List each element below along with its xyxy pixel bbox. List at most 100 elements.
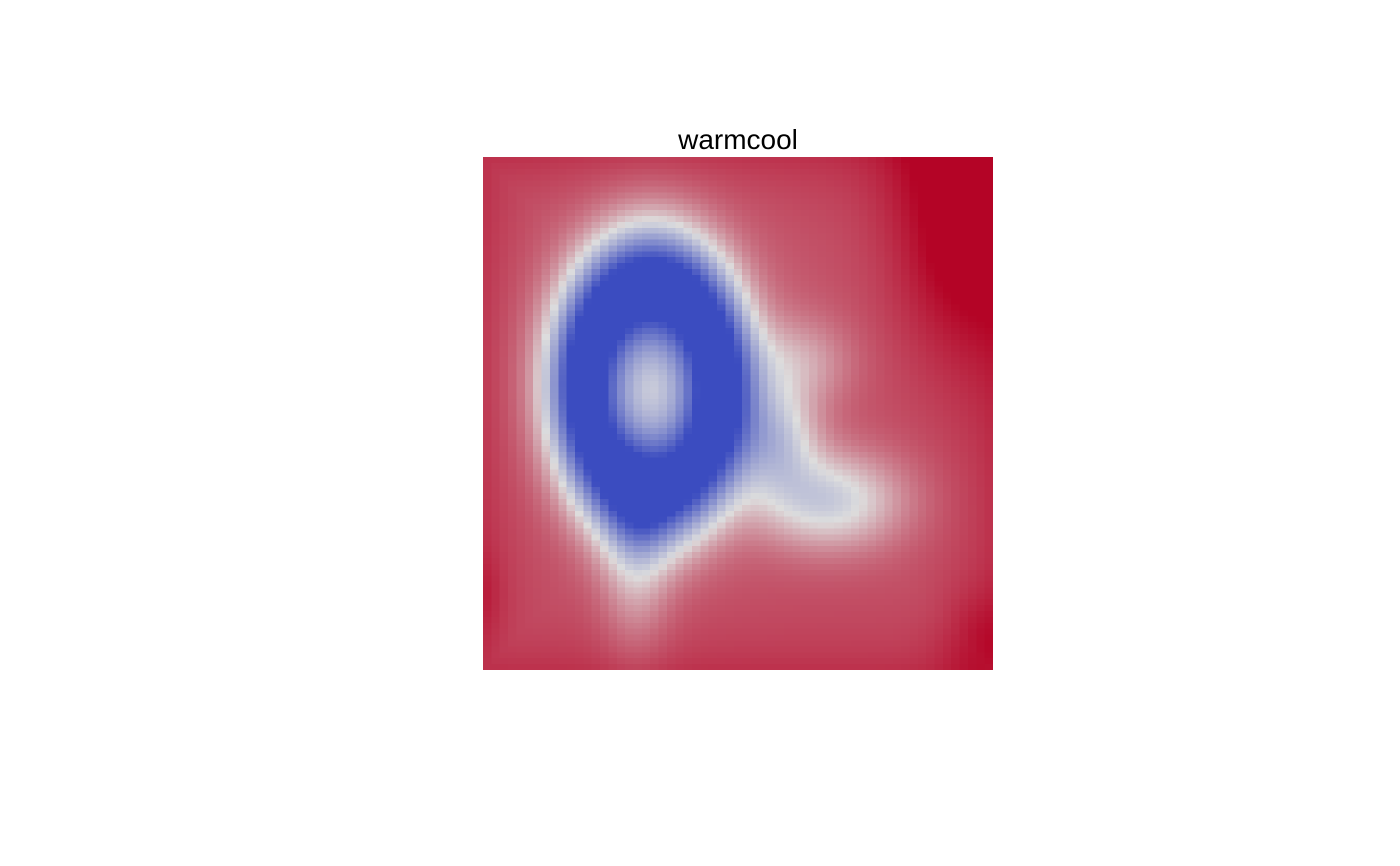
heatmap-cell	[959, 440, 969, 447]
heatmap-cell	[625, 274, 635, 282]
heatmap-cell	[600, 528, 610, 535]
heatmap-cell	[850, 157, 860, 164]
heatmap-cell	[875, 440, 885, 447]
heatmap-cell	[800, 552, 810, 559]
heatmap-cell	[809, 369, 819, 376]
heatmap-cell	[524, 499, 534, 506]
heatmap-cell	[892, 245, 902, 252]
heatmap-cell	[516, 174, 526, 182]
heatmap-cell	[817, 445, 827, 453]
heatmap-cell	[809, 481, 819, 488]
heatmap-cell	[558, 422, 568, 429]
heatmap-cell	[717, 168, 727, 176]
heatmap-cell	[817, 257, 827, 264]
heatmap-cell	[934, 516, 944, 524]
heatmap-cell	[666, 422, 676, 429]
heatmap-cell	[583, 274, 593, 282]
heatmap-cell	[967, 445, 977, 453]
heatmap-cell	[658, 493, 668, 500]
heatmap-cell	[809, 186, 819, 193]
heatmap-cell	[976, 593, 986, 600]
heatmap-cell	[825, 322, 835, 329]
heatmap-cell	[901, 210, 910, 217]
heatmap-cell	[867, 440, 877, 447]
heatmap-cell	[809, 322, 819, 329]
heatmap-cell	[566, 457, 576, 465]
heatmap-cell	[909, 298, 919, 306]
heatmap-cell	[633, 493, 643, 500]
heatmap-cell	[792, 557, 802, 565]
heatmap-cell	[800, 428, 810, 435]
heatmap-cell	[692, 298, 701, 306]
heatmap-cell	[558, 198, 568, 205]
heatmap-cell	[984, 546, 993, 553]
heatmap-cell	[733, 581, 743, 589]
heatmap-cell	[842, 522, 852, 530]
heatmap-cell	[884, 622, 894, 630]
heatmap-cell	[608, 227, 618, 235]
heatmap-cell	[683, 563, 693, 571]
heatmap-cell	[533, 316, 543, 323]
heatmap-cell	[817, 363, 827, 370]
heatmap-cell	[967, 404, 977, 412]
heatmap-cell	[934, 316, 944, 323]
heatmap-cell	[566, 292, 576, 300]
heatmap-cell	[558, 369, 568, 376]
heatmap-cell	[675, 210, 685, 217]
heatmap-cell	[650, 481, 660, 488]
heatmap-cell	[917, 499, 927, 506]
heatmap-cell	[608, 422, 618, 429]
heatmap-cell	[917, 557, 927, 565]
heatmap-cell	[600, 157, 610, 164]
heatmap-cell	[901, 221, 910, 229]
heatmap-cell	[984, 186, 993, 193]
heatmap-cell	[984, 416, 993, 423]
heatmap-cell	[608, 587, 618, 594]
heatmap-cell	[917, 221, 927, 229]
heatmap-cell	[942, 410, 952, 418]
heatmap-cell	[792, 304, 802, 311]
heatmap-cell	[558, 599, 568, 606]
heatmap-cell	[533, 186, 543, 193]
heatmap-cell	[892, 186, 902, 193]
heatmap-cell	[533, 493, 543, 500]
heatmap-cell	[524, 333, 534, 341]
heatmap-cell	[867, 174, 877, 182]
heatmap-cell	[524, 257, 534, 264]
heatmap-cell	[725, 180, 735, 188]
heatmap-cell	[850, 292, 860, 300]
heatmap-cell	[733, 386, 743, 394]
heatmap-cell	[942, 363, 952, 370]
heatmap-cell	[558, 386, 568, 394]
heatmap-cell	[491, 487, 501, 494]
heatmap-cell	[976, 298, 986, 306]
heatmap-cell	[775, 257, 785, 264]
heatmap-cell	[934, 227, 944, 235]
heatmap-cell	[984, 375, 993, 382]
heatmap-cell	[951, 451, 961, 459]
heatmap-cell	[733, 475, 743, 482]
heatmap-cell	[516, 540, 526, 547]
heatmap-cell	[758, 375, 768, 382]
heatmap-cell	[834, 593, 844, 600]
heatmap-cell	[901, 546, 910, 553]
heatmap-cell	[708, 451, 718, 459]
heatmap-cell	[541, 298, 551, 306]
heatmap-cell	[817, 410, 827, 418]
heatmap-cell	[499, 587, 509, 594]
heatmap-cell	[683, 180, 693, 188]
heatmap-cell	[959, 192, 969, 199]
heatmap-cell	[549, 463, 559, 471]
heatmap-cell	[758, 546, 768, 553]
heatmap-cell	[641, 386, 651, 394]
heatmap-cell	[533, 457, 543, 465]
heatmap-cell	[658, 304, 668, 311]
heatmap-cell	[591, 493, 601, 500]
heatmap-cell	[483, 528, 492, 535]
heatmap-cell	[733, 434, 743, 441]
heatmap-cell	[976, 451, 986, 459]
heatmap-cell	[867, 180, 877, 188]
heatmap-cell	[616, 587, 626, 594]
heatmap-cell	[951, 221, 961, 229]
heatmap-cell	[926, 616, 936, 624]
